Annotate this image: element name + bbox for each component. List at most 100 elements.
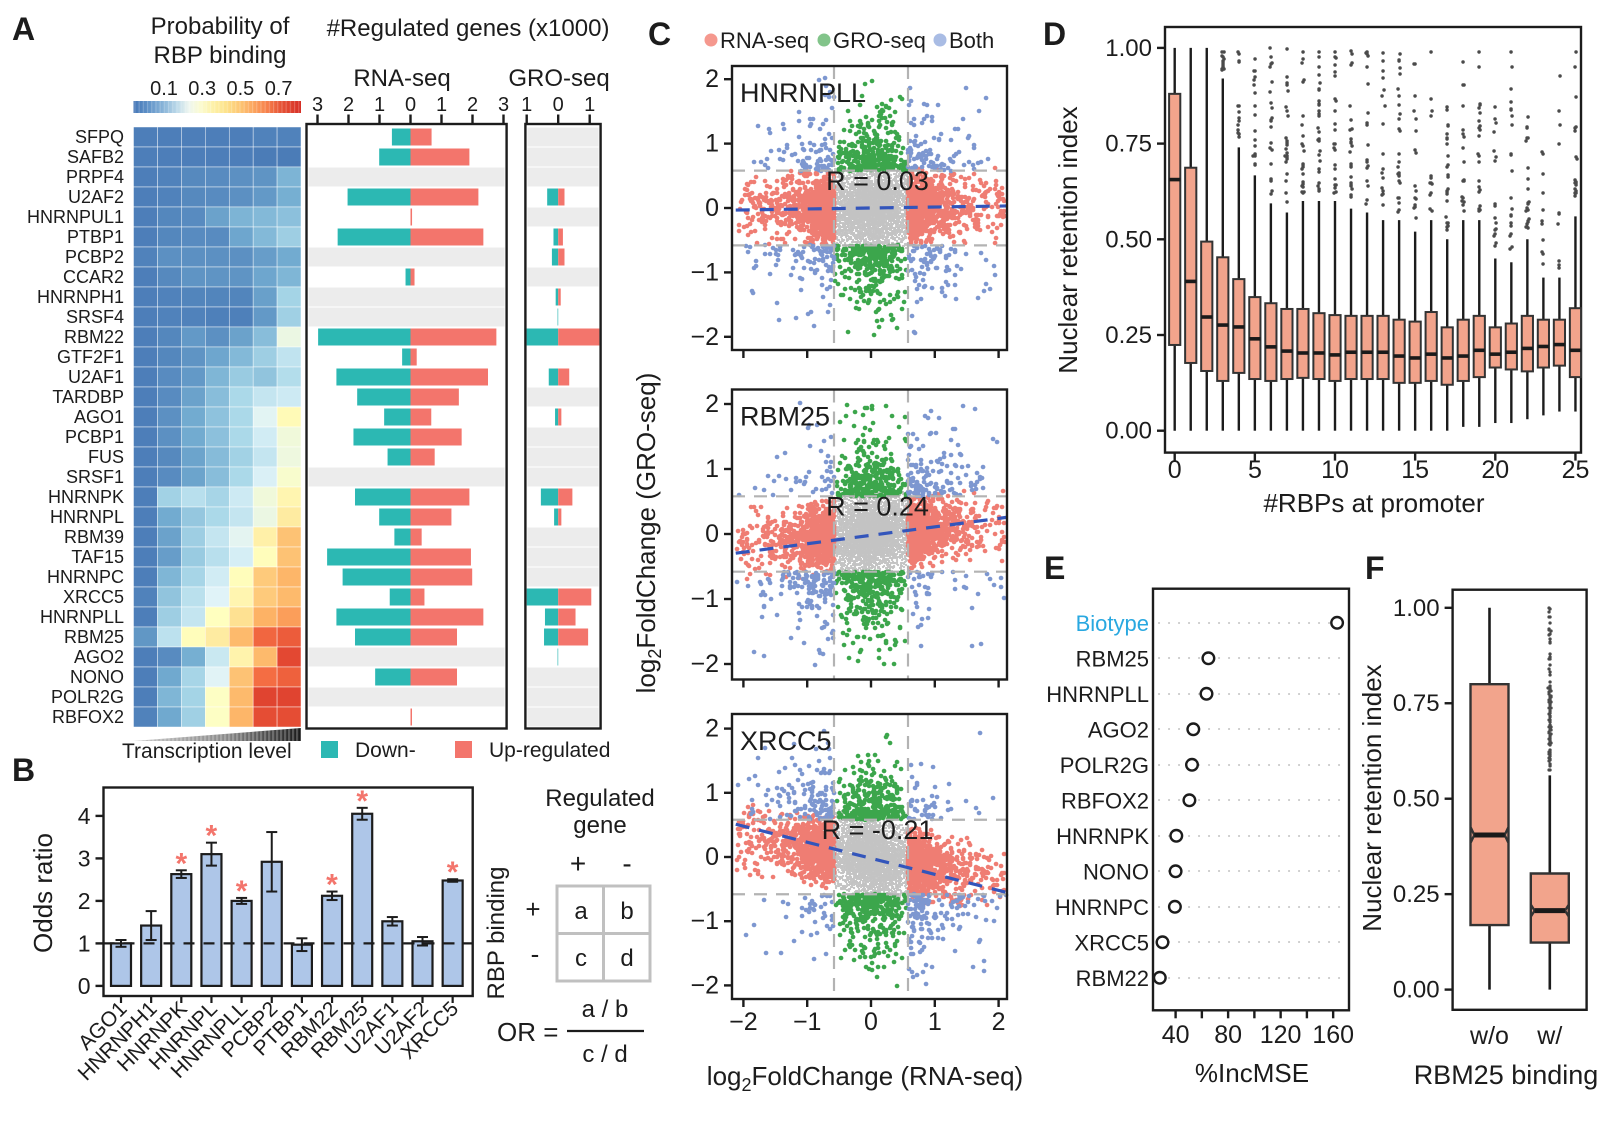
svg-text:2: 2 (343, 94, 354, 116)
svg-text:3: 3 (498, 94, 509, 116)
svg-text:0.3: 0.3 (188, 78, 216, 100)
svg-text:Nuclear retention index: Nuclear retention index (1357, 664, 1387, 931)
svg-text:RNA-seq: RNA-seq (353, 65, 450, 92)
svg-text:SRSF4: SRSF4 (66, 307, 124, 327)
svg-text:−2: −2 (690, 971, 719, 999)
svg-text:R = 0.03: R = 0.03 (826, 166, 929, 196)
svg-text:SRSF1: SRSF1 (66, 467, 124, 487)
svg-text:2: 2 (705, 65, 719, 93)
svg-text:0: 0 (78, 973, 91, 999)
svg-text:U2AF2: U2AF2 (68, 187, 124, 207)
svg-text:1: 1 (928, 1008, 942, 1036)
svg-text:HNRNPLL: HNRNPLL (740, 78, 866, 108)
svg-text:D: D (1043, 16, 1066, 52)
svg-text:GRO-seq: GRO-seq (833, 28, 926, 53)
svg-text:PRPF4: PRPF4 (66, 167, 124, 187)
svg-text:HNRNPC: HNRNPC (1055, 895, 1149, 920)
svg-text:1: 1 (78, 930, 91, 956)
svg-text:U2AF1: U2AF1 (68, 367, 124, 387)
svg-text:log2FoldChange (GRO-seq): log2FoldChange (GRO-seq) (631, 373, 665, 694)
svg-text:80: 80 (1214, 1021, 1242, 1049)
svg-text:25: 25 (1562, 456, 1590, 484)
svg-text:1: 1 (584, 94, 595, 116)
svg-text:RBM25: RBM25 (1076, 646, 1149, 671)
svg-text:HNRNPLL: HNRNPLL (40, 607, 124, 627)
svg-text:Odds ratio: Odds ratio (28, 833, 58, 953)
svg-text:−1: −1 (690, 585, 719, 613)
svg-text:AGO1: AGO1 (74, 407, 124, 427)
svg-text:XRCC5: XRCC5 (740, 726, 832, 756)
svg-text:RBM22: RBM22 (64, 327, 124, 347)
svg-text:*: * (206, 820, 218, 853)
svg-text:POLR2G: POLR2G (51, 687, 124, 707)
svg-text:0.1: 0.1 (150, 78, 178, 100)
svg-text:+: + (525, 894, 540, 924)
svg-text:0.25: 0.25 (1105, 322, 1152, 349)
svg-text:E: E (1044, 550, 1065, 586)
svg-text:0: 0 (705, 843, 719, 871)
svg-text:0: 0 (705, 520, 719, 548)
svg-text:1.00: 1.00 (1393, 595, 1440, 622)
svg-text:AGO2: AGO2 (74, 647, 124, 667)
svg-text:−2: −2 (729, 1008, 758, 1036)
svg-text:XRCC5: XRCC5 (63, 587, 124, 607)
svg-text:RBM25: RBM25 (740, 402, 830, 432)
svg-text:#Regulated genes (x1000): #Regulated genes (x1000) (327, 15, 610, 42)
svg-text:PCBP1: PCBP1 (65, 427, 124, 447)
svg-text:40: 40 (1162, 1021, 1190, 1049)
svg-text:a / b: a / b (582, 996, 629, 1023)
svg-text:0.75: 0.75 (1105, 131, 1152, 158)
svg-text:HNRNPK: HNRNPK (1056, 824, 1149, 849)
svg-text:20: 20 (1481, 456, 1509, 484)
svg-text:Up-regulated: Up-regulated (489, 739, 610, 762)
svg-text:HNRNPH1: HNRNPH1 (37, 287, 124, 307)
svg-text:#RBPs at promoter: #RBPs at promoter (1263, 488, 1484, 518)
svg-text:2: 2 (467, 94, 478, 116)
svg-text:TAF15: TAF15 (71, 547, 124, 567)
svg-text:120: 120 (1260, 1021, 1302, 1049)
svg-text:*: * (356, 785, 368, 818)
svg-text:*: * (236, 875, 248, 908)
svg-text:−1: −1 (690, 907, 719, 935)
svg-text:F: F (1365, 550, 1385, 586)
svg-text:2: 2 (705, 715, 719, 743)
svg-text:PCBP2: PCBP2 (65, 247, 124, 267)
svg-text:RNA-seq: RNA-seq (720, 28, 809, 53)
svg-text:−2: −2 (690, 323, 719, 351)
svg-text:HNRNPUL1: HNRNPUL1 (27, 207, 124, 227)
svg-text:log2FoldChange (RNA-seq): log2FoldChange (RNA-seq) (707, 1061, 1023, 1095)
svg-text:*: * (326, 869, 338, 902)
svg-text:0.00: 0.00 (1105, 418, 1152, 445)
svg-text:−2: −2 (690, 650, 719, 678)
svg-text:d: d (620, 945, 633, 972)
svg-text:A: A (12, 11, 35, 47)
svg-text:NONO: NONO (1083, 859, 1149, 884)
svg-text:%IncMSE: %IncMSE (1195, 1058, 1309, 1088)
svg-text:RBM25 binding: RBM25 binding (1414, 1060, 1599, 1090)
svg-text:c / d: c / d (582, 1041, 627, 1068)
svg-text:C: C (648, 16, 671, 52)
svg-text:15: 15 (1401, 456, 1429, 484)
svg-text:RBFOX2: RBFOX2 (1061, 788, 1149, 813)
svg-text:b: b (620, 898, 633, 925)
svg-text:XRCC5: XRCC5 (1074, 930, 1149, 955)
svg-text:+: + (570, 848, 586, 879)
svg-text:*: * (175, 847, 187, 880)
svg-text:w/o: w/o (1469, 1022, 1509, 1050)
svg-text:B: B (12, 752, 35, 788)
svg-text:SFPQ: SFPQ (75, 127, 124, 147)
svg-text:5: 5 (1248, 456, 1262, 484)
svg-text:4: 4 (78, 803, 91, 829)
svg-text:OR =: OR = (497, 1017, 558, 1047)
svg-text:2: 2 (705, 390, 719, 418)
svg-text:2: 2 (992, 1008, 1006, 1036)
svg-text:AGO2: AGO2 (1088, 717, 1149, 742)
svg-text:0: 0 (705, 194, 719, 222)
svg-text:0.7: 0.7 (265, 78, 293, 100)
svg-text:0.00: 0.00 (1393, 977, 1440, 1004)
svg-text:0: 0 (553, 94, 564, 116)
svg-text:RBP binding: RBP binding (154, 42, 287, 69)
svg-text:GRO-seq: GRO-seq (508, 65, 609, 92)
svg-text:3: 3 (312, 94, 323, 116)
svg-text:1.00: 1.00 (1105, 35, 1152, 62)
